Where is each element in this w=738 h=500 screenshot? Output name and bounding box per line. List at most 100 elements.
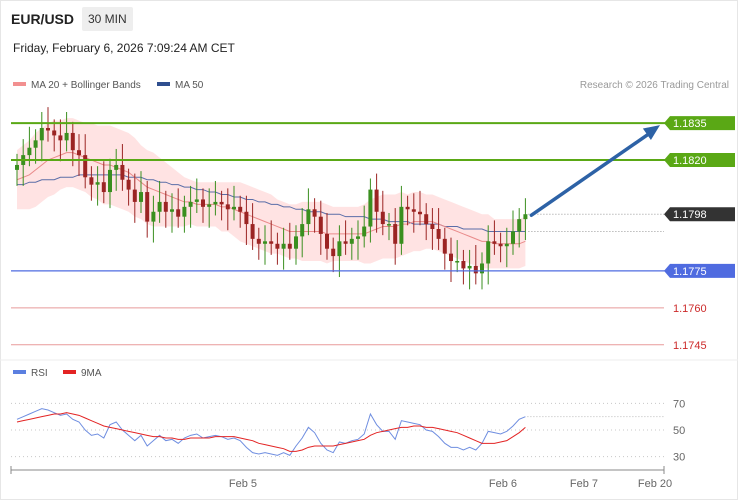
candle-body [95, 182, 100, 185]
candle-body [145, 192, 150, 222]
candle [325, 212, 329, 260]
candle [275, 232, 280, 265]
candle [393, 208, 398, 265]
minor-level-label: 1.1760 [673, 303, 707, 315]
candle [232, 185, 236, 221]
candle-body [108, 169, 112, 193]
candle-body [114, 164, 119, 170]
candle [318, 200, 323, 255]
candle [405, 195, 410, 226]
candle [33, 129, 38, 164]
resistance-label: 1.1820 [673, 155, 707, 167]
candle-body [287, 243, 292, 249]
legend-rsi-ma: 9MA [63, 368, 102, 379]
legend-ma50: MA 50 [157, 80, 203, 91]
candle-body [132, 189, 137, 202]
candle [411, 193, 416, 233]
candle-body [442, 238, 447, 254]
candle [306, 188, 311, 236]
candle-body [194, 199, 199, 202]
candle-body [219, 201, 224, 205]
candle [294, 225, 298, 265]
candle [473, 245, 478, 285]
candle-body [294, 236, 298, 249]
candle-body [213, 201, 218, 205]
candle-body [225, 204, 230, 210]
candle-body [393, 224, 398, 244]
candle-body [374, 189, 379, 212]
candle-body [498, 243, 503, 247]
candle [504, 227, 509, 268]
candle-body [39, 128, 44, 141]
current-price-tag [664, 207, 735, 222]
level-resistance: 1.1835 [11, 116, 735, 131]
candle-body [77, 150, 81, 156]
candle-body [256, 238, 261, 244]
candle-body [343, 241, 348, 244]
candle [225, 188, 230, 231]
candle [449, 237, 453, 282]
candle [194, 178, 199, 213]
candle [176, 188, 181, 228]
candle-body [349, 238, 354, 244]
candle-body [511, 231, 515, 244]
timeframe-button[interactable]: 30 MIN [82, 7, 133, 31]
x-tick-label: Feb 5 [229, 478, 257, 490]
candle [312, 198, 317, 233]
candle [287, 222, 292, 260]
candle [95, 166, 100, 206]
resistance-label: 1.1835 [673, 118, 707, 130]
candle [101, 161, 106, 204]
candle-body [120, 164, 125, 180]
candle-body [461, 261, 466, 269]
candle [114, 148, 119, 191]
rsi-tick-label: 70 [673, 398, 685, 410]
level-support: 1.1775 [11, 263, 735, 278]
candle [461, 249, 466, 285]
candle [132, 173, 137, 223]
candle [300, 208, 305, 258]
candle [492, 220, 497, 255]
support-tag [664, 263, 735, 278]
support-label: 1.1775 [673, 266, 707, 278]
target-arrow-head [642, 125, 660, 141]
candle-body [151, 211, 156, 222]
candle-body [318, 216, 323, 234]
candle [356, 220, 360, 260]
candle [46, 107, 50, 142]
candle [442, 227, 447, 270]
candle-body [83, 155, 88, 178]
legend-swatch-ma50 [157, 82, 170, 87]
candle-body [263, 241, 267, 244]
candle [207, 188, 212, 228]
symbol-title: EUR/USD [11, 11, 75, 27]
candle-body [504, 243, 509, 247]
candle [77, 134, 81, 177]
candle-body [275, 243, 280, 249]
candle-body [449, 253, 453, 262]
candle-body [467, 265, 472, 269]
candle-body [523, 214, 528, 220]
candle-body [399, 206, 404, 244]
candle-body [312, 209, 317, 217]
candle [108, 158, 112, 209]
candle [70, 121, 75, 167]
candle [64, 112, 69, 152]
candle [374, 173, 379, 233]
candle [362, 205, 367, 248]
level-minor: 1.1745 [11, 340, 707, 352]
candle [511, 210, 515, 255]
candle [399, 185, 404, 255]
candle-body [182, 206, 187, 217]
candle [120, 144, 125, 191]
x-tick-label: Feb 6 [489, 478, 517, 490]
legend-swatch-rsi [13, 370, 26, 375]
rsi-tick-label: 50 [673, 425, 685, 437]
candle [89, 166, 94, 201]
candle [244, 195, 249, 246]
rsi-ma-line [16, 412, 526, 452]
candle [430, 208, 435, 250]
candle [250, 203, 255, 250]
candle-body [238, 206, 243, 212]
candle [256, 227, 261, 260]
